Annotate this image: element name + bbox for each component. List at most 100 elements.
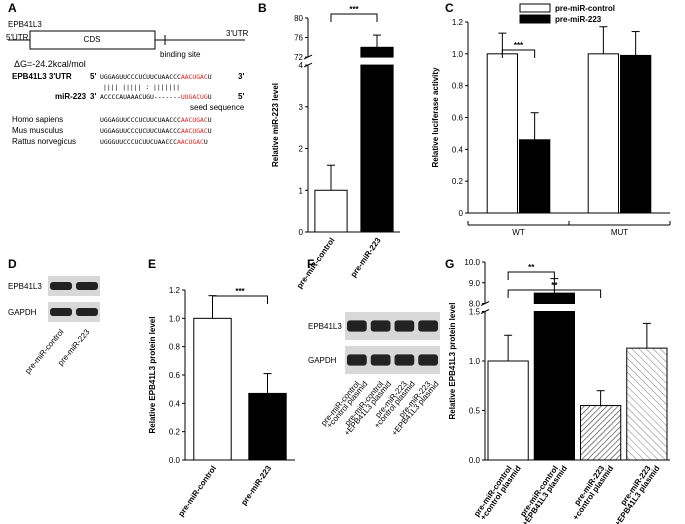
pairing: |||| ||||| : |||||||: [103, 83, 180, 91]
band: [76, 282, 98, 290]
bar: [580, 405, 622, 461]
end: 5': [90, 72, 96, 81]
y-tick-label: 0.6: [169, 371, 181, 380]
bar: [360, 64, 394, 233]
y-tick-label: 2: [299, 145, 304, 154]
mirna-seq: ACCCCAUAAACUGU-------UUGACUGU: [100, 93, 212, 101]
y-tick-label: 72: [294, 53, 303, 62]
x-tick-label: pre-miR-control: [295, 236, 337, 290]
y-tick-label: 10.0: [464, 258, 480, 267]
bar: [626, 347, 668, 461]
significance-bracket: [501, 49, 536, 58]
end: 3': [90, 92, 96, 101]
band: [394, 320, 415, 332]
significance: **: [551, 281, 558, 290]
band: [50, 308, 72, 316]
seq-part: AACUGAC: [177, 138, 204, 146]
mirna-label: miR-223: [55, 92, 87, 101]
target-seq: UGGAGUUCCCUCUUCUAACCCAACUGACU: [100, 73, 212, 81]
panel-label: E: [148, 257, 156, 271]
legend-label: pre-miR-223: [555, 15, 602, 24]
y-tick-label: 0.8: [452, 82, 464, 91]
y-tick-label: 1.2: [452, 18, 464, 27]
panel-label: B: [258, 1, 267, 15]
y-tick-label: 0.6: [452, 114, 464, 123]
y-tick-label: 1.0: [469, 357, 481, 366]
x-tick-label: pre-miR-223: [239, 464, 273, 507]
utr5: 5'UTR: [6, 33, 29, 42]
bar: [519, 139, 551, 214]
y-axis-label: Relative luciferase activity: [431, 67, 440, 168]
y-axis-label: Relative miR-223 level: [271, 83, 280, 167]
panel-label: C: [445, 1, 454, 15]
y-tick-label: 1.0: [169, 314, 181, 323]
y-tick-label: 0.0: [169, 456, 181, 465]
end: 5': [238, 92, 244, 101]
y-tick-label: 0.4: [452, 145, 464, 154]
x-tick-label: WT: [512, 228, 525, 237]
dg: ΔG=-24.2kcal/mol: [14, 59, 86, 69]
cds: CDS: [84, 35, 101, 44]
y-tick-label: 0.8: [169, 343, 181, 352]
chart: 0 1 2 3 472 76 80 Relative miR-223 level pre-miR…: [271, 5, 400, 290]
seq-part: AACUGAC: [181, 127, 208, 135]
seq-part: UGGGUUCCCUCUUCUAACCC: [100, 138, 177, 146]
y-tick-label: 80: [294, 14, 303, 23]
chart: 0.0 0.2 0.4 0.6 0.8 1.0 1.2 Relative EPB41L3 pr…: [148, 286, 295, 518]
significance-bracket: [507, 289, 602, 298]
bar: [486, 53, 519, 214]
significance-bracket: [507, 271, 555, 280]
species-name: Mus musculus: [12, 126, 63, 135]
y-tick-label: 1: [299, 186, 304, 195]
seq-part: U: [208, 116, 212, 124]
y-tick-label: 0.2: [452, 177, 464, 186]
x-tick-label: MUT: [611, 228, 628, 237]
y-tick-label: 8.0: [469, 300, 481, 309]
seq-part: UGGAGUUCCCUCUUCUAACCC: [100, 127, 181, 135]
blot-row-label: EPB41L3: [308, 322, 342, 331]
seed: seed sequence: [190, 103, 245, 112]
blot-bg: [48, 276, 100, 296]
chart: 0 0.2 0.4 0.6 0.8 1.0 1.2 Relative luciferase a…: [431, 3, 671, 237]
species-seq: UGGAGUUCCCUCUUCUAACCCAACUGACU: [100, 127, 212, 135]
panel-label: F: [307, 257, 314, 271]
lane-label: pre-miR-control: [23, 327, 65, 375]
y-tick-label: 0.4: [169, 399, 181, 408]
chart: 0.0 0.5 1.0 1.58.0 9.0 10.0 Relative EPB41L3 p…: [448, 258, 670, 524]
band: [347, 354, 367, 366]
legend-swatch: [519, 14, 551, 24]
end: 3': [238, 72, 244, 81]
blot-bg: [48, 302, 100, 322]
panel-label: G: [445, 257, 454, 271]
species-seq: UGGGUUCCCUCUUCUAACCCAACUGACU: [100, 138, 208, 146]
y-axis-label: Relative EPB41L3 protein level: [148, 317, 157, 434]
utr3: 3'UTR: [226, 29, 249, 38]
x-tick-label: pre-miR-control: [176, 464, 218, 518]
y-tick-label: 1.2: [169, 286, 181, 295]
bar: [487, 360, 529, 461]
significance-bracket: [212, 295, 268, 304]
binding-site: binding site: [160, 50, 201, 59]
target-label: EPB41L3 3'UTR: [12, 72, 72, 81]
bar: [533, 311, 575, 461]
y-tick-label: 76: [294, 34, 303, 43]
band: [50, 282, 72, 290]
species-seq: UGGAGUUCCCUCUUCUAACCCAACUGACU: [100, 116, 212, 124]
x-tick-label: +EPB41L3 plasmid: [613, 464, 662, 524]
significance: ***: [235, 287, 245, 296]
y-tick-label: 4: [299, 61, 304, 70]
legend-swatch: [519, 3, 551, 13]
panel-label: A: [8, 1, 17, 15]
significance: ***: [349, 5, 359, 14]
bar: [620, 54, 652, 214]
bar-upper: [533, 292, 575, 304]
bar: [587, 53, 620, 214]
seq-part: U: [208, 127, 212, 135]
band: [418, 320, 438, 332]
species-name: Homo sapiens: [12, 115, 63, 124]
y-axis-label: Relative EPB41L3 protein level: [448, 303, 457, 420]
bar: [248, 392, 287, 461]
significance-bracket: [330, 13, 378, 22]
blot-row-label: GAPDH: [8, 308, 37, 317]
